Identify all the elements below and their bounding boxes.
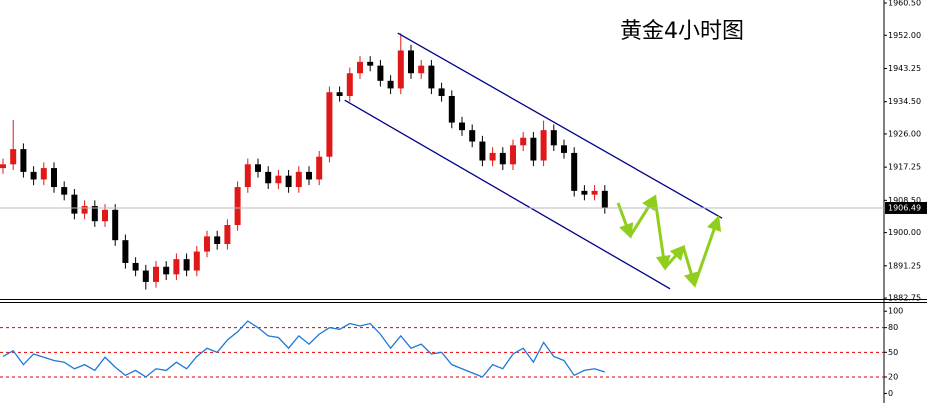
candle-body — [91, 206, 98, 222]
candle-body — [489, 152, 496, 161]
candle-body — [571, 152, 578, 191]
y-tick-label: 1952.00 — [888, 31, 921, 40]
candle-body — [459, 122, 465, 131]
candle-body — [499, 152, 506, 165]
candle-body — [438, 88, 445, 96]
last-price-label: 1906.49 — [888, 203, 921, 212]
y-tick-label: 1934.50 — [888, 97, 921, 106]
candle-body — [306, 171, 312, 180]
candle-body — [214, 236, 221, 244]
candle-body — [153, 266, 159, 282]
candle-body — [183, 259, 190, 271]
candle-body — [275, 175, 282, 184]
channel-line — [397, 32, 723, 219]
candle-body — [336, 92, 343, 96]
candle-body — [234, 187, 241, 226]
candle-body — [132, 262, 139, 271]
candle-body — [530, 137, 537, 161]
candle-body — [346, 73, 353, 96]
y-tick-label: 1882.75 — [888, 294, 921, 303]
candle-body — [326, 92, 333, 157]
y-tick-label: 1960.50 — [888, 0, 921, 8]
candle-body — [397, 50, 404, 89]
candle-body — [255, 164, 261, 172]
rsi-line — [2, 320, 605, 378]
candle-body — [142, 270, 149, 282]
candle-body — [540, 130, 547, 161]
candle-body — [265, 171, 272, 184]
candle-body — [193, 251, 200, 271]
candle-body — [173, 259, 180, 275]
candle-body — [418, 65, 425, 74]
y-tick-label: 20 — [888, 372, 898, 381]
candle-body — [81, 206, 88, 214]
y-tick-label: 1908.50 — [888, 196, 921, 205]
y-tick-label: 1900.00 — [888, 228, 921, 237]
forecast-arrow — [663, 244, 686, 269]
candle-body — [285, 175, 292, 188]
forecast-arrow — [693, 215, 722, 286]
y-tick-label: 1926.00 — [888, 129, 921, 138]
candle-body — [377, 65, 384, 81]
candle-body — [479, 141, 486, 161]
candle-body — [428, 65, 435, 89]
candle-body — [224, 225, 231, 244]
candle-body — [61, 187, 68, 195]
y-tick-label: 100 — [888, 307, 903, 316]
forecast-arrow — [616, 202, 634, 239]
candle-body — [295, 171, 302, 188]
candle-body — [244, 164, 251, 188]
candle-body — [591, 190, 598, 195]
y-tick-label: 80 — [888, 323, 898, 332]
candle-body — [30, 171, 37, 180]
y-tick-label: 1943.25 — [888, 64, 921, 73]
candle-body — [102, 209, 108, 222]
candle-body — [357, 61, 363, 74]
candle-body — [122, 240, 129, 263]
y-tick-label: 1917.25 — [888, 163, 921, 172]
candle-body — [408, 50, 414, 74]
candle-body — [561, 145, 567, 153]
candle-body — [20, 149, 27, 172]
candle-body — [112, 209, 119, 241]
chart-title: 黄金4小时图 — [620, 19, 744, 44]
candle-body — [520, 137, 527, 146]
y-tick-label: 50 — [888, 348, 898, 357]
y-tick-label: 1891.25 — [888, 261, 921, 270]
candle-body — [163, 266, 170, 275]
candle-body — [204, 236, 210, 252]
candle-body — [71, 194, 78, 214]
candle-body — [387, 80, 394, 89]
candle-body — [469, 130, 476, 142]
candle-body — [448, 95, 455, 123]
candle-body — [581, 190, 588, 195]
candle-body — [367, 61, 374, 66]
candle-body — [40, 168, 47, 180]
candle-body — [10, 149, 17, 165]
candle-body — [601, 190, 608, 208]
y-tick-label: 0 — [888, 389, 893, 398]
forecast-arrow — [681, 246, 699, 288]
forecast-arrow — [629, 194, 657, 237]
channel-line — [344, 99, 671, 290]
last-price-box — [885, 201, 927, 214]
candle-body — [0, 164, 6, 169]
forecast-arrow — [653, 196, 671, 271]
candle-body — [51, 168, 57, 188]
candle-body — [316, 156, 323, 180]
candle-body — [550, 130, 557, 146]
candle-body — [510, 145, 516, 165]
